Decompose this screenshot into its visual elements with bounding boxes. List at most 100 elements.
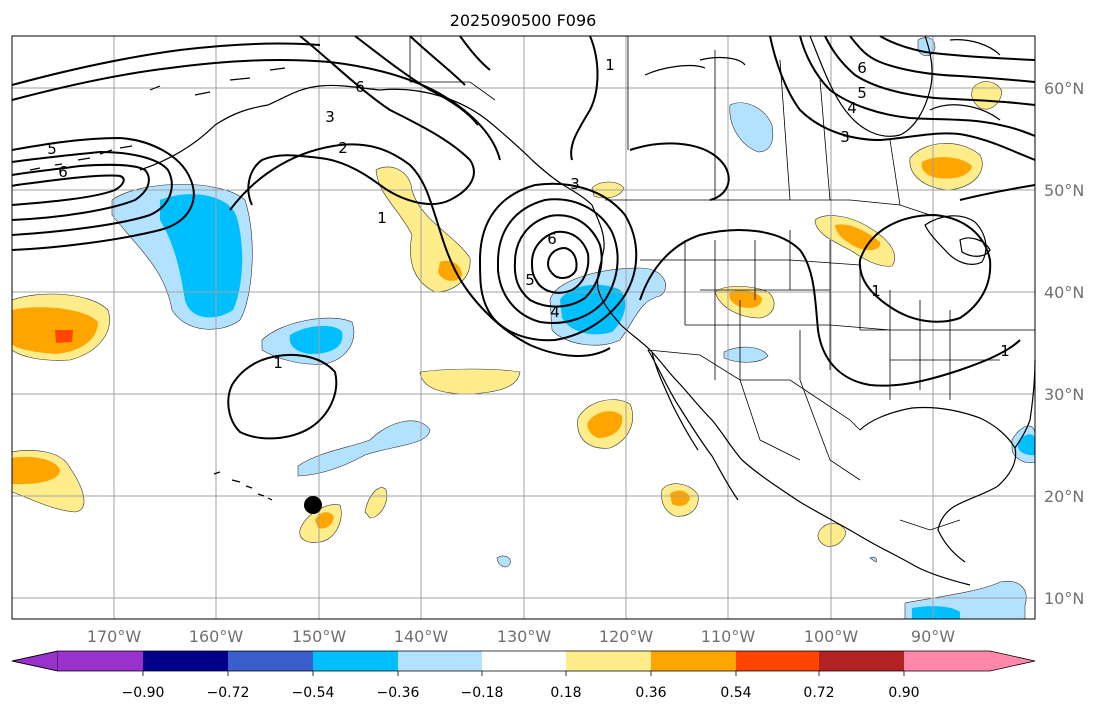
pos-region-west-south-mid bbox=[12, 456, 60, 485]
neg-region-central-pacific-mid bbox=[160, 194, 243, 318]
lon-label: 110°W bbox=[701, 627, 756, 646]
contour-1-south bbox=[227, 353, 338, 440]
lon-label: 170°W bbox=[87, 627, 142, 646]
colorbar-segment bbox=[313, 651, 398, 671]
colorbar-segment bbox=[482, 651, 566, 671]
pos-region-west-edge-strong bbox=[55, 330, 73, 343]
coast-hudson-bay bbox=[809, 35, 933, 137]
contour-canada-2 bbox=[629, 142, 730, 201]
contour-alaska-2 bbox=[354, 35, 479, 126]
coast-alaska-peninsula bbox=[139, 84, 593, 206]
contour-east-3 bbox=[824, 35, 1036, 106]
colorbar-outline bbox=[11, 650, 1036, 672]
colorbar-segment bbox=[58, 651, 143, 671]
contour-label: 4 bbox=[550, 303, 560, 321]
pos-region-colorado-mid bbox=[729, 290, 762, 308]
colorbar-tick-label: 0.72 bbox=[803, 685, 834, 701]
neg-region-east-pacific-south-mid bbox=[912, 606, 960, 619]
colorbar-tick-label: 0.36 bbox=[635, 685, 666, 701]
lat-label: 20°N bbox=[1044, 487, 1084, 506]
colorbar-extend-max bbox=[904, 651, 1035, 671]
pos-region-ontario-mid bbox=[921, 157, 972, 179]
lon-label: 100°W bbox=[804, 627, 859, 646]
border-alaska-canada bbox=[409, 36, 496, 101]
lon-label: 90°W bbox=[911, 627, 955, 646]
contour-label: 1 bbox=[1000, 342, 1010, 360]
colorbar-tick-label: −0.90 bbox=[122, 685, 165, 701]
contour-great-lakes-ring bbox=[858, 213, 992, 323]
contour-us-ridge bbox=[639, 229, 1021, 387]
contour-low-3 bbox=[513, 214, 603, 308]
colorbar-tick-label: −0.54 bbox=[292, 685, 335, 701]
lon-label: 160°W bbox=[189, 627, 244, 646]
lat-label: 10°N bbox=[1044, 589, 1084, 608]
contour-canada-1 bbox=[570, 35, 599, 161]
border-mexico-states bbox=[739, 379, 961, 531]
colorbar: −0.90 −0.72 −0.54 −0.36 −0.18 0.18 0.36 … bbox=[11, 650, 1036, 701]
lat-label: 40°N bbox=[1044, 283, 1084, 302]
map-frame bbox=[11, 35, 1036, 620]
colorbar-tick-label: 0.90 bbox=[888, 685, 919, 701]
contour-label: 5 bbox=[857, 84, 867, 102]
contour-label: 1 bbox=[871, 282, 881, 300]
contour-label: 4 bbox=[847, 99, 857, 117]
contour-label: 1 bbox=[377, 209, 387, 227]
pos-region-mexico-pacific bbox=[817, 523, 847, 547]
colorbar-tick-label: 0.18 bbox=[550, 685, 581, 701]
colorbar-tick-label: −0.72 bbox=[207, 685, 250, 701]
coast-baja bbox=[647, 349, 739, 501]
map-panel: 5 6 6 3 2 1 3 6 5 4 1 1 6 5 4 3 1 1 bbox=[11, 35, 1036, 620]
colorbar-segment bbox=[736, 651, 819, 671]
lat-label: 60°N bbox=[1044, 79, 1084, 98]
lon-label: 150°W bbox=[292, 627, 347, 646]
neg-region-gulf-mid bbox=[1018, 434, 1035, 456]
contour-east-6 bbox=[959, 184, 1036, 201]
contour-label: 3 bbox=[570, 175, 580, 193]
latitude-labels: 60°N 50°N 40°N 30°N 20°N 10°N bbox=[1044, 79, 1084, 608]
contour-wide-1 bbox=[229, 143, 611, 357]
location-marker bbox=[304, 496, 322, 514]
colorbar-ticks bbox=[142, 671, 905, 676]
border-us-mexico bbox=[647, 349, 861, 431]
figure-title: 2025090500 F096 bbox=[450, 11, 597, 30]
contour-east-2 bbox=[799, 35, 1036, 137]
contour-pacific-high-3 bbox=[11, 163, 150, 221]
contour-label: 1 bbox=[273, 354, 283, 372]
contour-low-5 bbox=[546, 246, 578, 279]
contour-low-2 bbox=[497, 198, 619, 324]
pos-region-west-edge-mid bbox=[12, 307, 98, 354]
longitude-labels: 170°W 160°W 150°W 140°W 130°W 120°W 110°… bbox=[87, 627, 955, 646]
contour-label: 3 bbox=[325, 108, 335, 126]
colorbar-tick-label: 0.54 bbox=[720, 685, 751, 701]
contour-east-5 bbox=[879, 35, 1036, 61]
contour-pacific-high-2 bbox=[11, 150, 173, 236]
colorbar-segment bbox=[228, 651, 313, 671]
contour-label: 2 bbox=[338, 139, 348, 157]
colorbar-segment bbox=[819, 651, 904, 671]
neg-region-california-mid bbox=[560, 284, 626, 335]
lon-label: 140°W bbox=[394, 627, 449, 646]
colorbar-segment bbox=[143, 651, 228, 671]
contour-alaska-3 bbox=[409, 35, 466, 86]
lon-label: 120°W bbox=[599, 627, 654, 646]
colorbar-tick-label: −0.18 bbox=[461, 685, 504, 701]
colorbar-extend-min bbox=[11, 650, 59, 672]
contour-low-1 bbox=[478, 182, 638, 342]
contour-label: 6 bbox=[58, 163, 68, 181]
contour-low-4 bbox=[530, 230, 590, 294]
colorbar-segment bbox=[651, 651, 736, 671]
coast-florida bbox=[1014, 359, 1036, 449]
coast-great-lakes bbox=[924, 215, 991, 265]
coast-hawaii-islands bbox=[213, 471, 273, 501]
pos-region-baja-west-mid bbox=[587, 411, 623, 438]
contour-label: 6 bbox=[857, 59, 867, 77]
contour-label-group: 5 6 6 3 2 1 3 6 5 4 1 1 6 5 4 3 1 1 bbox=[47, 56, 1010, 372]
border-canada-provinces bbox=[627, 36, 901, 206]
lat-label: 30°N bbox=[1044, 385, 1084, 404]
contour-north-arc-2 bbox=[11, 42, 321, 86]
contour-east-4 bbox=[849, 35, 1036, 83]
contour-pacific-high bbox=[11, 136, 195, 251]
neg-region-hawaii-light bbox=[297, 420, 431, 477]
lat-label: 50°N bbox=[1044, 181, 1084, 200]
pos-region-mexico-offshore-mid bbox=[670, 490, 690, 506]
